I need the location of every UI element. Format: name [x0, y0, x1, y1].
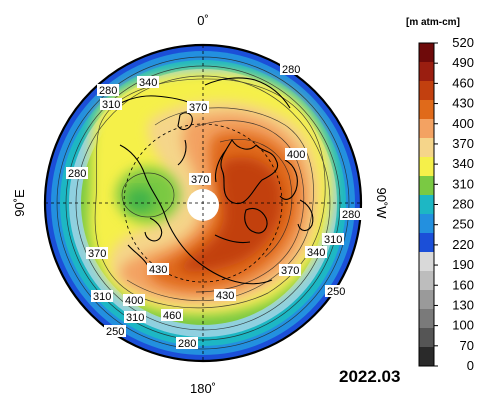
contour-label: 250	[104, 325, 126, 338]
meridian-label-right: 90˚W	[374, 187, 389, 219]
colorbar-swatch	[419, 157, 434, 177]
colorbar-swatch	[419, 62, 434, 82]
colorbar: 520 490 460 430 400 370 340 310 280 250 220 190 160 1…	[418, 35, 474, 373]
colorbar-tick-label: 310	[452, 176, 474, 191]
colorbar-swatch	[419, 214, 434, 234]
colorbar-tick-label: 340	[452, 156, 474, 171]
colorbar-tick-label: 280	[452, 197, 474, 212]
colorbar-tick-label: 130	[452, 297, 474, 312]
contour-label: 310	[124, 311, 146, 324]
svg-text:280: 280	[342, 209, 360, 221]
contour-label: 400	[285, 148, 307, 161]
colorbar-tick-label: 430	[452, 96, 474, 111]
colorbar-tick-label: 0	[467, 358, 474, 373]
colorbar-swatch	[419, 271, 434, 291]
svg-text:370: 370	[189, 102, 207, 114]
contour-label: 430	[214, 289, 236, 302]
contour-label: 370	[189, 173, 211, 186]
svg-text:400: 400	[287, 149, 305, 161]
svg-text:280: 280	[99, 85, 117, 97]
svg-text:310: 310	[93, 291, 111, 303]
svg-text:430: 430	[149, 264, 167, 276]
svg-text:310: 310	[126, 312, 144, 324]
svg-text:280: 280	[68, 168, 86, 180]
svg-text:460: 460	[163, 310, 181, 322]
colorbar-swatch	[419, 176, 434, 196]
colorbar-swatch	[419, 252, 434, 272]
colorbar-swatch	[419, 138, 434, 158]
contour-label: 280	[97, 84, 119, 97]
meridian-label-left: 90˚E	[12, 189, 27, 217]
contour-label: 280	[176, 337, 198, 350]
colorbar-tick-label: 460	[452, 75, 474, 90]
contour-label: 310	[91, 290, 113, 303]
contour-label: 280	[280, 63, 302, 76]
svg-text:280: 280	[178, 338, 196, 350]
colorbar-tick-label: 520	[452, 35, 474, 50]
colorbar-swatch	[419, 81, 434, 101]
colorbar-tick-label: 190	[452, 257, 474, 272]
colorbar-tick-label: 370	[452, 136, 474, 151]
contour-label: 370	[279, 264, 301, 277]
contour-label: 430	[147, 263, 169, 276]
meridian-label-bottom: 180˚	[190, 381, 216, 396]
colorbar-tick-label: 220	[452, 237, 474, 252]
svg-text:370: 370	[281, 265, 299, 277]
svg-text:370: 370	[88, 248, 106, 260]
polar-map	[45, 45, 361, 361]
colorbar-swatch	[419, 119, 434, 139]
contour-label: 250	[325, 285, 347, 298]
contour-label: 310	[100, 98, 122, 111]
colorbar-swatch	[419, 290, 434, 310]
colorbar-unit: [m atm-cm]	[406, 17, 460, 28]
colorbar-tick-label: 100	[452, 318, 474, 333]
date-label: 2022.03	[339, 367, 400, 386]
meridian-label-top: 0˚	[197, 13, 209, 28]
map-border	[43, 43, 363, 363]
svg-text:370: 370	[191, 174, 209, 186]
contour-label: 370	[86, 247, 108, 260]
svg-text:250: 250	[106, 326, 124, 338]
svg-text:310: 310	[102, 99, 120, 111]
contour-label: 280	[66, 167, 88, 180]
colorbar-swatch	[419, 328, 434, 348]
colorbar-tick-label: 70	[460, 338, 474, 353]
svg-text:400: 400	[125, 295, 143, 307]
contour-label: 280	[340, 208, 362, 221]
colorbar-swatch	[419, 233, 434, 253]
svg-text:310: 310	[324, 234, 342, 246]
contour-label: 310	[322, 233, 344, 246]
colorbar-swatch	[419, 347, 434, 367]
contour-label: 400	[123, 294, 145, 307]
svg-text:340: 340	[139, 77, 157, 89]
colorbar-swatch	[419, 43, 434, 63]
contour-label: 340	[305, 246, 327, 259]
contour-labels: 340 280 280 310 370 400 280 370 310 340 …	[66, 63, 362, 350]
colorbar-tick-label: 160	[452, 277, 474, 292]
colorbar-swatch	[419, 309, 434, 329]
svg-text:430: 430	[216, 290, 234, 302]
colorbar-tick-label: 490	[452, 55, 474, 70]
svg-text:340: 340	[307, 247, 325, 259]
contour-label: 340	[137, 76, 159, 89]
colorbar-tick-label: 400	[452, 116, 474, 131]
contour-label: 460	[161, 309, 183, 322]
colorbar-swatch	[419, 100, 434, 120]
contour-label: 370	[187, 101, 209, 114]
svg-text:250: 250	[327, 286, 345, 298]
colorbar-tick-label: 250	[452, 217, 474, 232]
svg-text:280: 280	[282, 64, 300, 76]
colorbar-swatch	[419, 195, 434, 215]
